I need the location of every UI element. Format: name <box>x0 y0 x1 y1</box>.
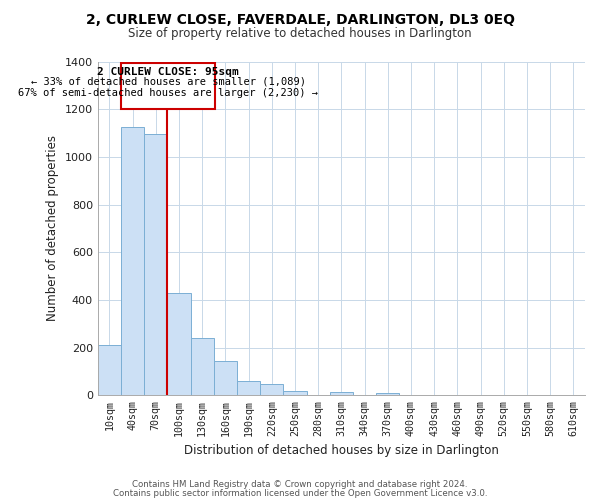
Bar <box>191 338 214 396</box>
Text: ← 33% of detached houses are smaller (1,089): ← 33% of detached houses are smaller (1,… <box>31 77 306 87</box>
Bar <box>376 393 400 396</box>
Bar <box>330 392 353 396</box>
Bar <box>121 127 144 396</box>
Text: Contains HM Land Registry data © Crown copyright and database right 2024.: Contains HM Land Registry data © Crown c… <box>132 480 468 489</box>
Bar <box>144 134 167 396</box>
Text: Size of property relative to detached houses in Darlington: Size of property relative to detached ho… <box>128 28 472 40</box>
Bar <box>237 381 260 396</box>
Bar <box>214 362 237 396</box>
Bar <box>283 390 307 396</box>
Text: 67% of semi-detached houses are larger (2,230) →: 67% of semi-detached houses are larger (… <box>18 88 318 98</box>
Text: 2, CURLEW CLOSE, FAVERDALE, DARLINGTON, DL3 0EQ: 2, CURLEW CLOSE, FAVERDALE, DARLINGTON, … <box>86 12 515 26</box>
Bar <box>167 293 191 396</box>
FancyBboxPatch shape <box>121 62 215 109</box>
X-axis label: Distribution of detached houses by size in Darlington: Distribution of detached houses by size … <box>184 444 499 458</box>
Text: 2 CURLEW CLOSE: 95sqm: 2 CURLEW CLOSE: 95sqm <box>97 67 239 77</box>
Text: Contains public sector information licensed under the Open Government Licence v3: Contains public sector information licen… <box>113 488 487 498</box>
Y-axis label: Number of detached properties: Number of detached properties <box>46 136 59 322</box>
Bar <box>260 384 283 396</box>
Bar <box>98 345 121 396</box>
